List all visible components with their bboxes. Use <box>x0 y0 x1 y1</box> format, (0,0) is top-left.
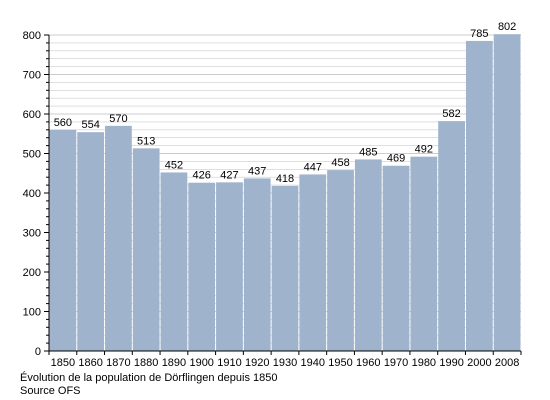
x-tick-label-1960: 1960 <box>356 357 380 369</box>
bar-1920 <box>243 178 271 351</box>
data-label-1920: 437 <box>248 165 266 177</box>
data-label-2000: 785 <box>470 28 488 40</box>
x-tick-label-1850: 1850 <box>51 357 75 369</box>
bar-1940 <box>299 174 327 351</box>
x-tick-label-1870: 1870 <box>106 357 130 369</box>
bar-1870 <box>105 125 132 351</box>
data-label-2008: 802 <box>498 21 516 33</box>
data-label-1900: 426 <box>193 170 211 182</box>
data-label-1890: 452 <box>165 159 183 171</box>
bar-1910 <box>216 182 243 351</box>
bar-1880 <box>132 148 160 351</box>
x-tick-label-1990: 1990 <box>439 357 463 369</box>
x-tick-label-1940: 1940 <box>301 357 325 369</box>
x-tick-label-1860: 1860 <box>78 357 102 369</box>
x-tick-label-2000: 2000 <box>467 357 491 369</box>
data-label-1930: 418 <box>276 173 294 185</box>
x-tick-label-1900: 1900 <box>189 357 213 369</box>
y-tick-label: 800 <box>23 30 41 42</box>
y-tick-label: 700 <box>23 70 41 82</box>
data-label-1870: 570 <box>109 113 127 125</box>
x-tick-label-1950: 1950 <box>328 357 352 369</box>
axes <box>44 34 522 355</box>
data-label-1990: 582 <box>442 108 460 120</box>
y-tick-label: 500 <box>23 149 41 161</box>
x-tick-label-1880: 1880 <box>134 357 158 369</box>
y-tick-label: 200 <box>23 267 41 279</box>
population-chart: 0 100 200 300 400 500 600 700 800 560 1850 554 1860 5… <box>23 21 522 369</box>
bar-1980 <box>410 156 438 351</box>
x-tick-label-1910: 1910 <box>217 357 241 369</box>
y-tick-label: 600 <box>23 109 41 121</box>
caption-source: Source OFS <box>20 385 81 397</box>
y-tick-label: 400 <box>23 188 41 200</box>
data-label-1940: 447 <box>304 161 322 173</box>
y-tick-label: 100 <box>23 307 41 319</box>
data-label-1850: 560 <box>54 117 72 129</box>
data-label-1960: 485 <box>359 146 377 158</box>
data-label-1980: 492 <box>415 144 433 156</box>
data-label-1910: 427 <box>220 169 238 181</box>
y-tick-label: 300 <box>23 228 41 240</box>
bar-1930 <box>271 185 299 351</box>
bar-1890 <box>160 172 188 351</box>
bar-1900 <box>188 182 216 351</box>
bar-1950 <box>327 170 354 351</box>
x-tick-label-1930: 1930 <box>273 357 297 369</box>
data-label-1970: 469 <box>387 153 405 165</box>
bar-1990 <box>438 121 465 351</box>
y-tick-label: 0 <box>35 346 41 358</box>
x-tick-label-1980: 1980 <box>412 357 436 369</box>
bar-2000 <box>465 40 493 352</box>
bar-1850 <box>49 129 77 351</box>
x-tick-label-1890: 1890 <box>162 357 186 369</box>
x-tick-label-1970: 1970 <box>384 357 408 369</box>
data-label-1880: 513 <box>137 135 155 147</box>
x-tick-label-2008: 2008 <box>495 357 519 369</box>
caption-title: Évolution de la population de Dörflingen… <box>20 372 278 384</box>
x-tick-label-1920: 1920 <box>245 357 269 369</box>
bar-1860 <box>77 132 105 351</box>
bar-1970 <box>382 165 410 351</box>
bar-2008 <box>493 34 521 352</box>
bar-1960 <box>354 159 382 351</box>
data-label-1950: 458 <box>331 157 349 169</box>
data-label-1860: 554 <box>81 119 99 131</box>
bars <box>49 34 521 352</box>
labels: 0 100 200 300 400 500 600 700 800 560 1850 554 1860 5… <box>23 21 520 369</box>
